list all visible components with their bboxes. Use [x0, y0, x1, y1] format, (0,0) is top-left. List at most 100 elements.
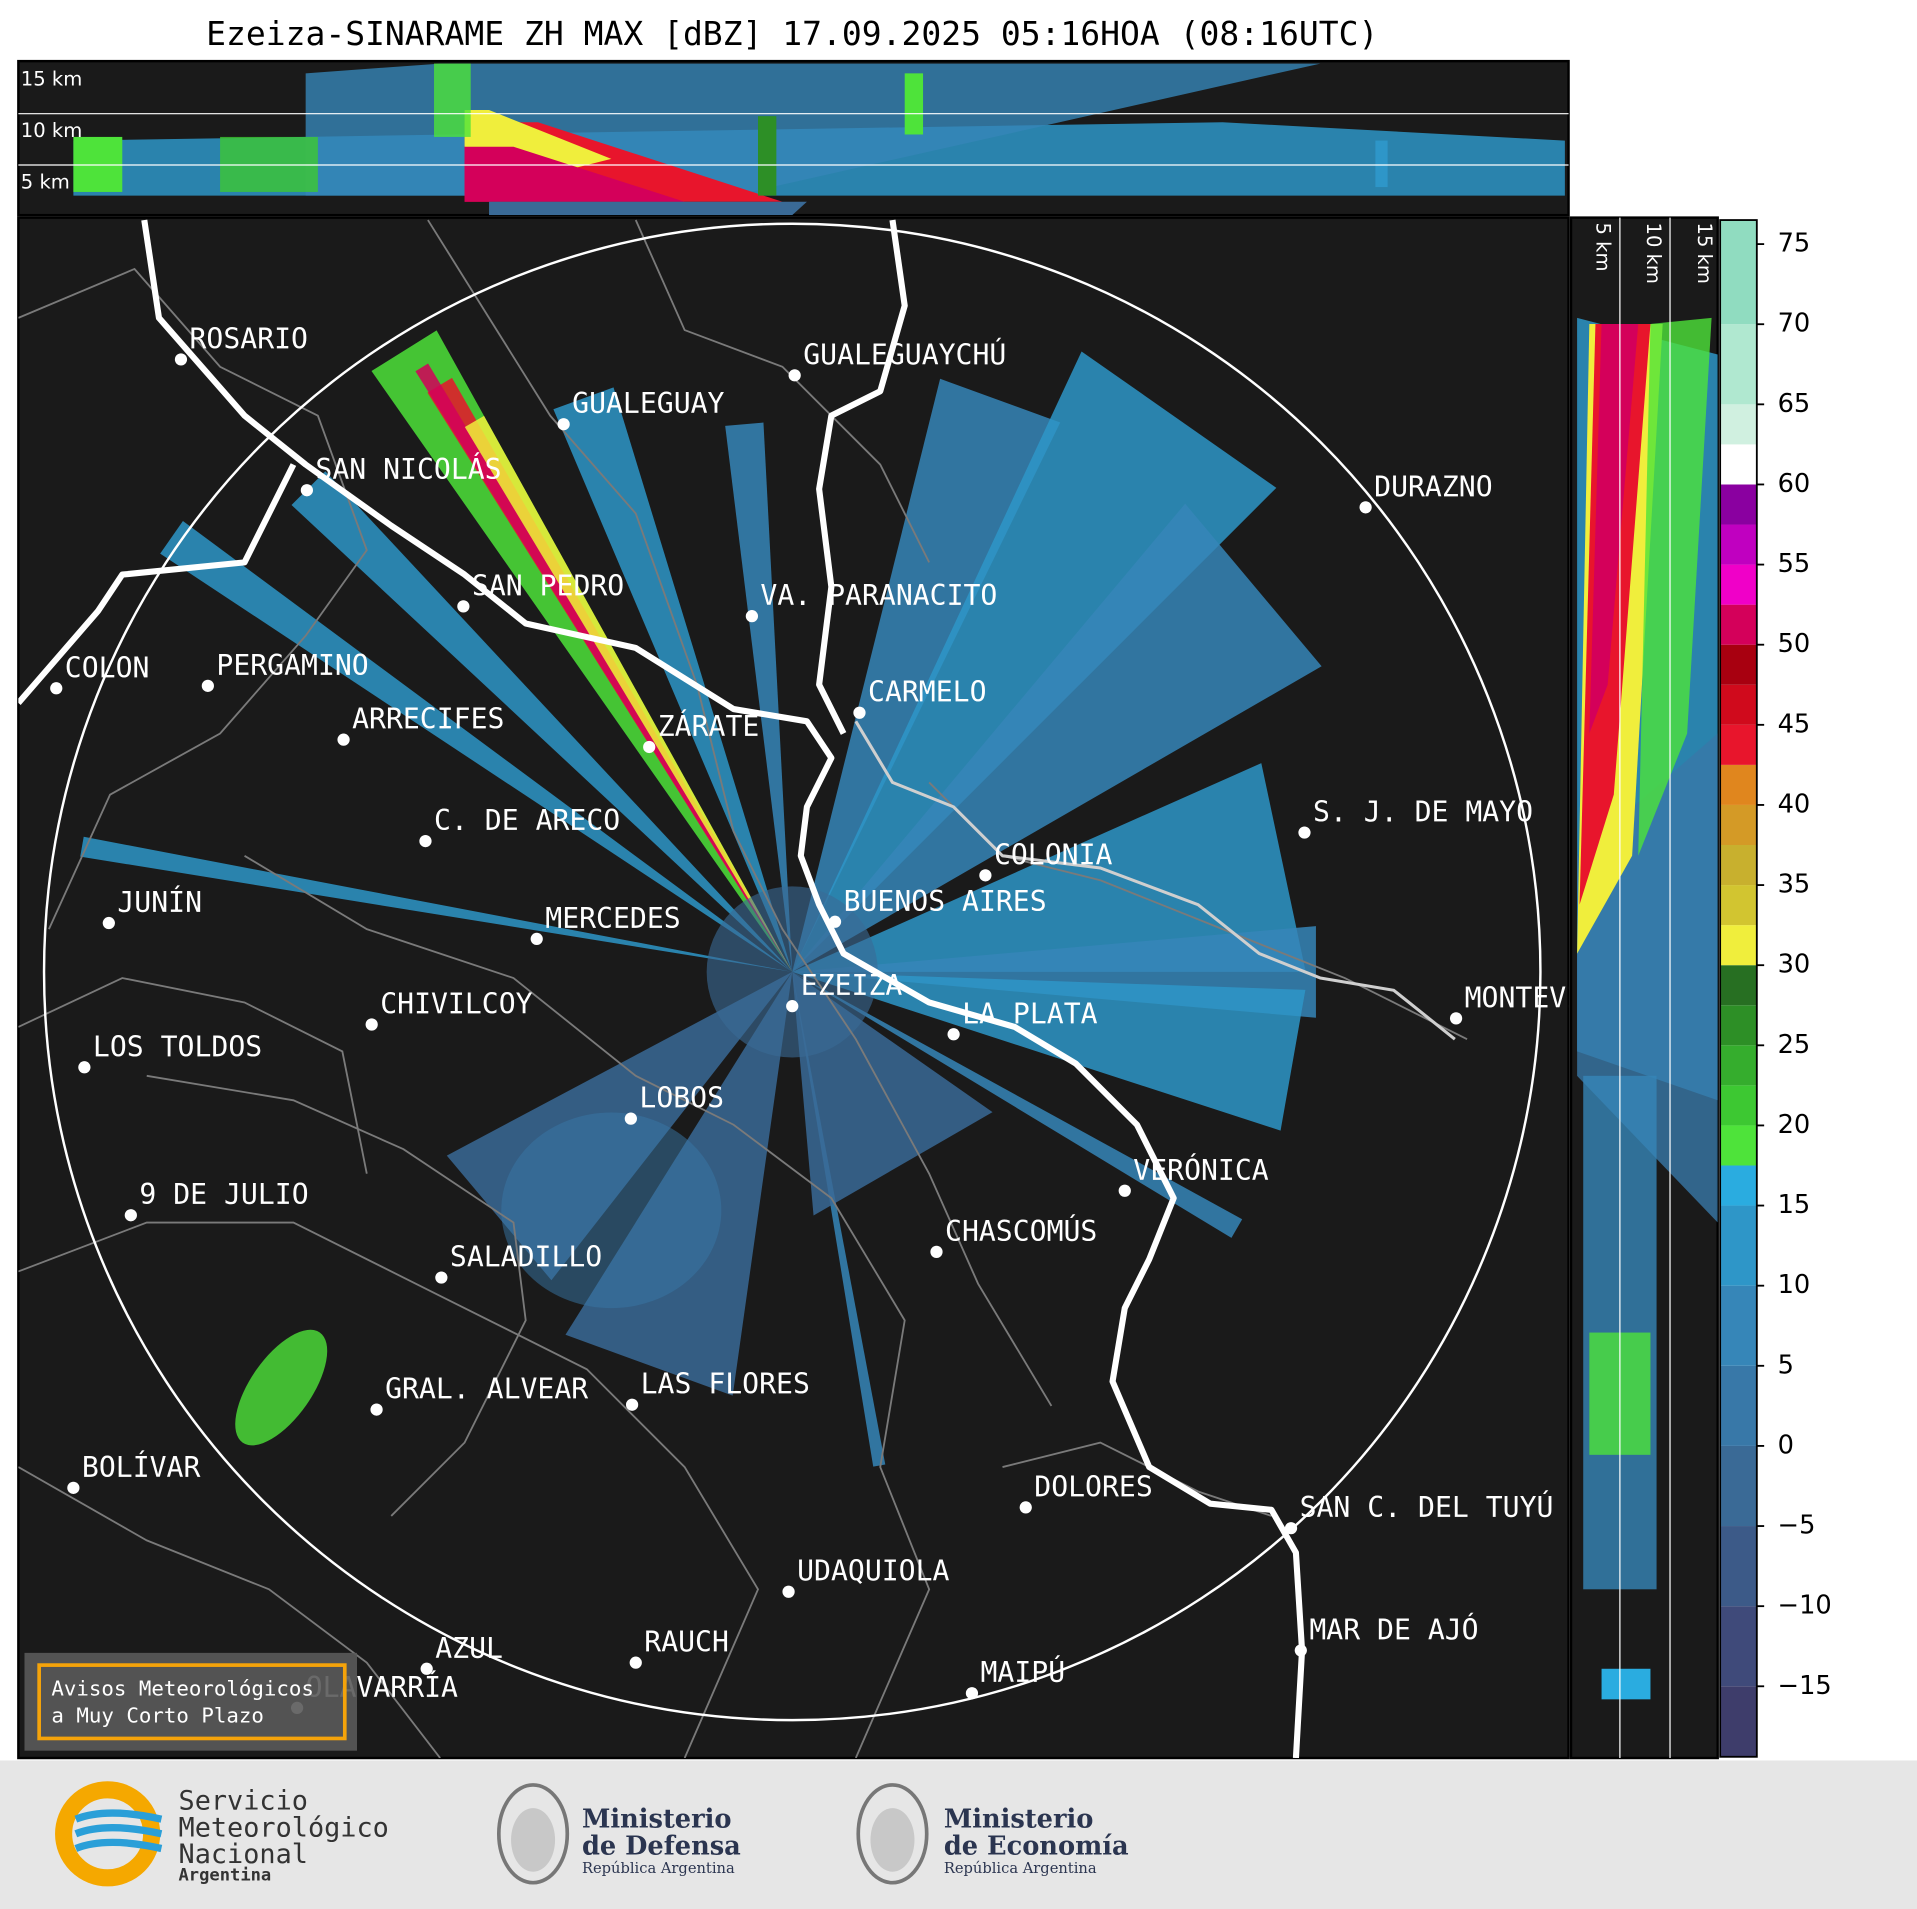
city-label: BOLÍVAR: [82, 1450, 201, 1484]
city-dot: [624, 1112, 637, 1125]
colorbar-band: [1720, 324, 1757, 405]
city-label: PERGAMINO: [216, 649, 368, 682]
logo-smn: Servicio Meteorológico Nacional Argentin…: [55, 1781, 389, 1887]
colorbar-tick-label: 40: [1778, 789, 1811, 819]
city-label: MAIPÚ: [981, 1655, 1066, 1689]
river: [854, 720, 1456, 1041]
colorbar-tick-label: 0: [1778, 1430, 1794, 1460]
city-label: GUALEGUAY: [572, 387, 724, 420]
city-dot: [853, 706, 866, 719]
city-dot: [965, 1687, 979, 1700]
city-label: MAR DE AJÓ: [1309, 1612, 1478, 1646]
logo-text: Ministerio: [944, 1805, 1094, 1835]
colorbar-band: [1720, 804, 1757, 846]
logo-text: Nacional: [179, 1839, 308, 1870]
colorbar-tick-label: −10: [1778, 1591, 1832, 1621]
colorbar-tick-label: 65: [1778, 389, 1811, 419]
city-dot: [629, 1656, 642, 1669]
colorbar-band: [1720, 1125, 1757, 1166]
city-dot: [947, 1028, 960, 1041]
city-dot: [930, 1245, 943, 1258]
colorbar-band: [1720, 1165, 1757, 1206]
city-label: RAUCH: [644, 1626, 729, 1659]
height-label: 5 km: [21, 170, 70, 193]
radar-beam: [792, 503, 1322, 972]
colorbar-tick-label: 60: [1778, 469, 1811, 499]
radar-beam: [792, 378, 1061, 972]
radar-cell: [235, 1329, 328, 1446]
colorbar-tick-label: 15: [1778, 1190, 1811, 1220]
city-label: SAN NICOLÁS: [315, 452, 501, 486]
logo-defensa: Ministerio de Defensa República Argentin…: [496, 1783, 741, 1885]
city-dot: [419, 834, 432, 848]
logo-text: de Defensa: [582, 1832, 741, 1862]
logo-text: Ministerio: [582, 1805, 732, 1835]
city-label: S. J. DE MAYO: [1313, 796, 1533, 829]
city-dot: [365, 1018, 378, 1031]
city-dot: [337, 733, 350, 746]
city-dot: [174, 353, 188, 366]
city-dot: [78, 1061, 91, 1074]
height-label: 5 km: [1592, 223, 1615, 272]
colorbar-band: [1720, 845, 1757, 886]
city-label: ZÁRATE: [658, 709, 760, 743]
city-dot: [788, 369, 801, 382]
city-dot: [625, 1398, 639, 1411]
city-dot: [1298, 826, 1311, 839]
city-label: COLONIA: [994, 838, 1113, 871]
colorbar-band: [1720, 885, 1757, 926]
colorbar-frame: [1719, 219, 1758, 1758]
colorbar-band: [1720, 1526, 1757, 1607]
height-label: 15 km: [21, 68, 82, 91]
city-dot: [1284, 1522, 1298, 1535]
city-label: SAN C. DEL TUYÚ: [1300, 1490, 1554, 1524]
city-dot: [457, 600, 470, 613]
city-label: SALADILLO: [450, 1241, 602, 1274]
logo-text: de Economía: [944, 1832, 1129, 1862]
cities: ROSARIO GUALEGUAYCHÚ GUALEGUAY SAN NICOLÁS D…: [50, 322, 1569, 1715]
radar-beam: [792, 971, 1243, 1238]
city-dot: [557, 418, 570, 431]
radar-beam: [415, 363, 793, 972]
height-label: 10 km: [1642, 223, 1665, 284]
logo-economia: Ministerio de Economía República Argenti…: [856, 1783, 1129, 1885]
colorbar-band: [1720, 524, 1757, 565]
colorbar-band: [1720, 1285, 1757, 1366]
city-dot: [102, 916, 115, 930]
city-dot: [201, 679, 214, 692]
warning-text: Avisos Meteorológicos: [51, 1677, 314, 1701]
colorbar-tick-label: 25: [1778, 1030, 1811, 1060]
city-label: LOBOS: [639, 1082, 724, 1115]
city-dot: [979, 869, 992, 882]
colorbar-band: [1720, 484, 1757, 525]
city-label: CARMELO: [868, 676, 986, 709]
borders: [18, 219, 1468, 1759]
colorbar-tick-label: 45: [1778, 709, 1811, 739]
city-dot: [1294, 1644, 1307, 1657]
warning-bg: [24, 1652, 358, 1751]
city-label: VA. PARANACITO: [760, 579, 997, 612]
city-label: LAS FLORES: [641, 1368, 810, 1401]
city-label: C. DE ARECO: [434, 804, 620, 837]
title: Ezeiza-SINARAME ZH MAX [dBZ] 17.09.2025 …: [206, 14, 1378, 53]
city-dot: [67, 1481, 80, 1494]
city-dot: [782, 1585, 795, 1598]
city-dot: [50, 682, 63, 695]
warning-box: [37, 1663, 347, 1741]
city-dot: [1359, 501, 1372, 514]
colorbar-band: [1720, 1606, 1757, 1687]
radar-beam: [371, 330, 793, 972]
colorbar-band: [1720, 925, 1757, 966]
range-ring: [42, 222, 1542, 1722]
colorbar-tick-label: 55: [1778, 549, 1811, 579]
height-label: 10 km: [21, 119, 82, 142]
radar-clutter: [706, 886, 878, 1058]
city-dot: [300, 484, 313, 497]
city-label: JUNÍN: [117, 885, 202, 919]
colorbar-band: [1720, 1005, 1757, 1046]
city-dot: [530, 932, 543, 946]
city-label: SAN PEDRO: [472, 569, 624, 602]
city-label: EZEIZA: [801, 969, 903, 1002]
warning-text: a Muy Corto Plazo: [51, 1704, 264, 1728]
